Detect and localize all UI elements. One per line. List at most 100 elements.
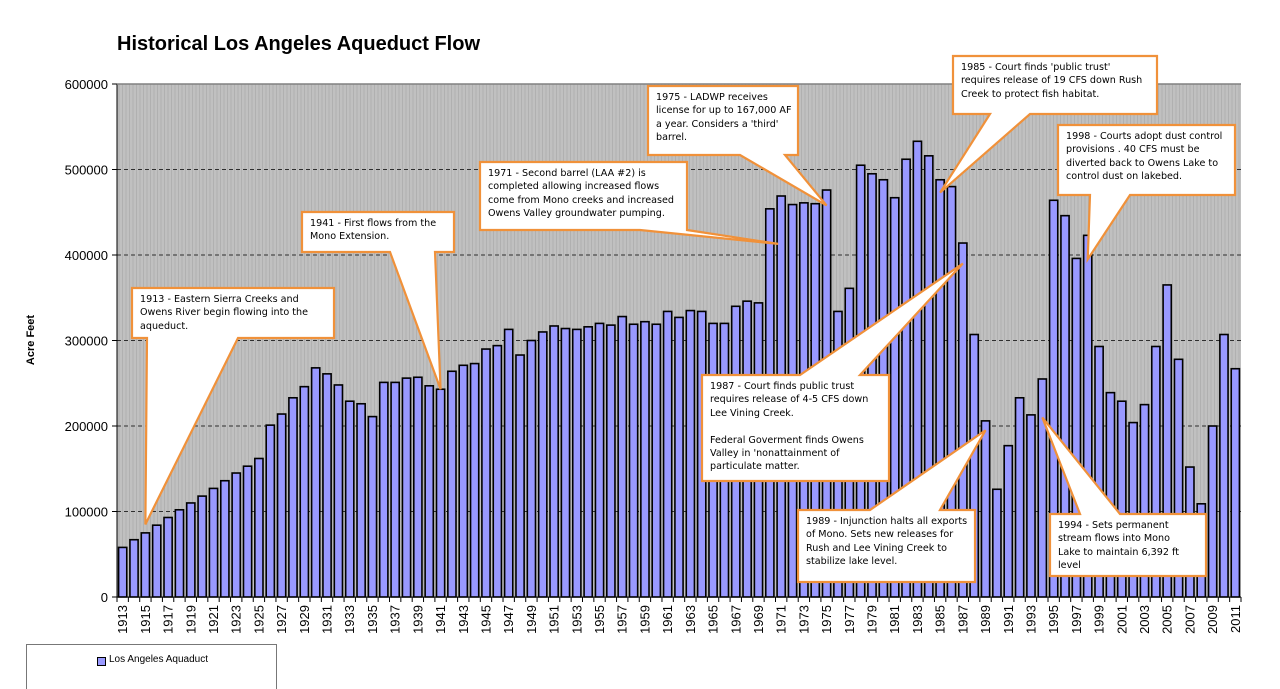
y-tick-label: 600000 — [65, 77, 108, 92]
legend: Los Angeles Aquaduct — [26, 644, 277, 689]
x-tick-label: 1977 — [842, 605, 857, 634]
callout-1971 — [478, 160, 779, 245]
chart-title: Historical Los Angeles Aqueduct Flow — [117, 33, 480, 55]
x-tick-label: 1951 — [547, 605, 562, 634]
bar-1962 — [674, 316, 684, 598]
y-axis-ticks: 0 100000 200000 300000 400000 500000 600000 — [65, 77, 117, 605]
bar-1924 — [242, 465, 253, 598]
x-tick-label: 1913 — [115, 605, 130, 634]
bar-1956 — [605, 324, 616, 598]
bar-1939 — [412, 376, 423, 598]
x-tick-label: 1957 — [615, 605, 630, 634]
x-tick-label: 1947 — [501, 605, 516, 634]
bar-1913 — [117, 546, 128, 598]
x-tick-label: 1929 — [297, 605, 312, 634]
callout-1941 — [300, 210, 456, 390]
x-tick-label: 2011 — [1228, 605, 1243, 633]
x-tick-label: 1987 — [955, 605, 970, 634]
bar-1938 — [401, 377, 412, 598]
callout-text-1941: 1941 - First flows from the Mono Extensi… — [310, 218, 437, 243]
x-tick-label: 1991 — [1001, 605, 1016, 634]
bar-1928 — [288, 396, 298, 598]
bar-1991 — [1003, 444, 1014, 598]
bar-1949 — [526, 339, 537, 598]
callout-1985 — [939, 54, 1159, 194]
bar-1963 — [685, 309, 696, 598]
bar-1952 — [560, 327, 571, 598]
bar-1992 — [1014, 396, 1025, 598]
y-tick-label: 500000 — [65, 163, 108, 178]
x-tick-label: 2005 — [1160, 605, 1175, 634]
bar-1944 — [469, 362, 480, 598]
x-tick-label: 1983 — [910, 605, 925, 634]
bar-1921 — [208, 487, 219, 598]
bar-2010 — [1219, 333, 1229, 598]
callout-1994 — [1041, 416, 1208, 578]
bar-1958 — [628, 323, 639, 598]
x-tick-label: 1949 — [524, 605, 539, 634]
callout-text-1989: 1989 - Injunction halts all exports of M… — [806, 516, 968, 568]
bar-1934 — [356, 402, 366, 598]
bar-1935 — [367, 415, 378, 598]
bar-1916 — [151, 524, 162, 598]
x-tick-label: 1933 — [342, 605, 357, 634]
x-tick-label: 1937 — [388, 605, 403, 634]
legend-swatch — [97, 657, 106, 666]
x-tick-label: 2007 — [1182, 605, 1197, 634]
bar-1947 — [503, 328, 514, 598]
x-tick-label: 1973 — [796, 605, 811, 634]
bar-1954 — [583, 326, 594, 598]
x-tick-label: 1959 — [637, 605, 652, 634]
callout-text-1994: 1994 - Sets permanent stream flows into … — [1058, 520, 1179, 572]
bar-1960 — [651, 323, 662, 598]
x-tick-label: 1961 — [660, 605, 675, 634]
x-tick-label: 1979 — [865, 605, 880, 634]
bar-1993 — [1026, 414, 1036, 598]
bar-1940 — [424, 385, 435, 598]
bar-1919 — [185, 502, 196, 598]
x-tick-label: 1927 — [274, 605, 289, 634]
callout-1989 — [796, 429, 987, 584]
x-tick-label: 1993 — [1023, 605, 1038, 634]
bar-1929 — [299, 385, 310, 598]
x-tick-label: 1981 — [887, 605, 902, 634]
bar-1917 — [163, 516, 173, 598]
bar-1932 — [333, 384, 344, 598]
bar-1953 — [571, 328, 582, 598]
y-tick-label: 400000 — [65, 248, 108, 263]
bar-1945 — [481, 348, 491, 598]
x-axis-ticks: 1913 1915 1917 1919 1921 1923 1925 1927 1929 1931… — [115, 597, 1243, 634]
bar-1923 — [231, 472, 242, 598]
x-tick-label: 1971 — [774, 605, 789, 634]
bar-1951 — [549, 325, 559, 598]
x-tick-label: 1999 — [1092, 605, 1107, 634]
bar-1930 — [310, 367, 321, 598]
y-tick-label: 200000 — [65, 419, 108, 434]
bar-2009 — [1207, 425, 1218, 598]
y-tick-label: 100000 — [65, 505, 108, 520]
x-tick-label: 2003 — [1137, 605, 1152, 634]
bar-1989 — [980, 420, 991, 598]
bar-1937 — [390, 381, 401, 598]
bar-1961 — [662, 310, 673, 598]
y-tick-label: 0 — [101, 590, 108, 605]
bar-1931 — [322, 373, 332, 598]
bar-1920 — [197, 495, 208, 598]
bar-1914 — [129, 538, 139, 598]
bar-1959 — [640, 320, 650, 598]
callout-text-1971: 1971 - Second barrel (LAA #2) is complet… — [488, 168, 675, 220]
x-tick-label: 1941 — [433, 605, 448, 634]
x-tick-label: 1917 — [161, 605, 176, 634]
bar-1990 — [992, 488, 1002, 598]
bar-1926 — [265, 424, 276, 598]
callout-text-1975: 1975 - LADWP receives license for up to … — [656, 92, 792, 144]
annotation-callouts — [130, 54, 1237, 584]
bar-1918 — [174, 508, 185, 598]
x-tick-label: 1935 — [365, 605, 380, 634]
bar-1941 — [435, 388, 446, 598]
x-tick-label: 1965 — [706, 605, 721, 634]
callout-text-1987: 1987 - Court finds public trust requires… — [710, 381, 869, 473]
x-tick-label: 1967 — [728, 605, 743, 634]
legend-label: Los Angeles Aquaduct — [109, 654, 208, 665]
bar-1922 — [219, 479, 230, 598]
